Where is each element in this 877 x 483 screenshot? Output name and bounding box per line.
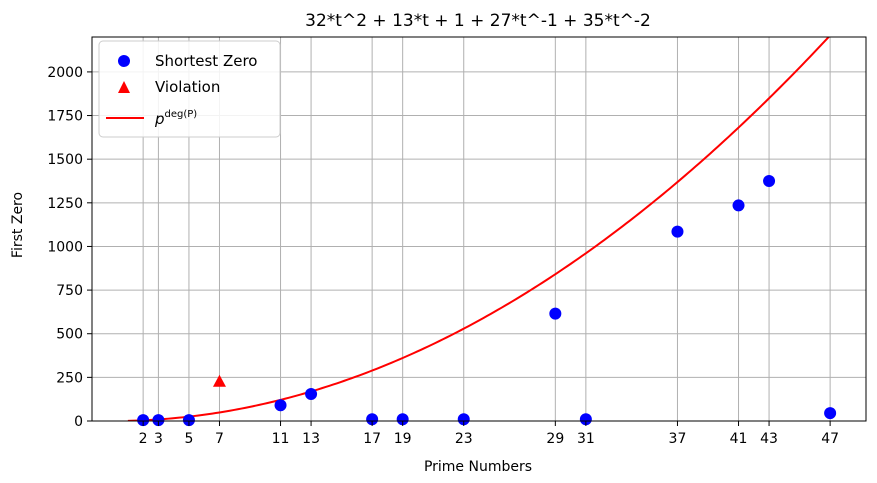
shortest-zero-point	[182, 414, 195, 427]
shortest-zero-point	[579, 413, 592, 426]
x-tick-label: 43	[760, 431, 778, 447]
y-tick-label: 2000	[47, 65, 83, 81]
y-tick-label: 1000	[47, 239, 83, 255]
shortest-zero-point	[152, 414, 165, 427]
y-tick-label: 1500	[47, 152, 83, 168]
shortest-zero-point	[763, 175, 776, 187]
violation-point	[212, 374, 226, 387]
shortest-zero-point	[824, 407, 837, 420]
curve-layer	[127, 37, 831, 421]
shortest-zero-point	[396, 413, 409, 426]
shortest-zero-point	[671, 225, 684, 238]
legend: Shortest Zero Violation pdeg(P)	[98, 40, 281, 138]
legend-label-curve-base: p	[154, 110, 165, 128]
shortest-zero-point	[457, 413, 470, 426]
shortest-zero-point	[732, 199, 745, 212]
x-axis-label: Prime Numbers	[424, 459, 532, 475]
y-tick-label: 750	[56, 283, 83, 299]
legend-label-violation: Violation	[155, 78, 220, 96]
x-tick-label: 41	[730, 431, 748, 447]
x-tick-label: 29	[546, 431, 564, 447]
legend-label-curve: pdeg(P)	[154, 109, 197, 128]
x-tick-label: 37	[669, 431, 687, 447]
x-tick-label: 47	[821, 431, 839, 447]
legend-marker-shortest-zero	[118, 55, 130, 67]
legend-label-curve-superscript: deg(P)	[165, 109, 198, 120]
legend-marker-violation	[118, 81, 130, 93]
x-tick-label: 3	[154, 431, 163, 447]
x-tick-label: 2	[139, 431, 148, 447]
y-tick-label: 1250	[47, 196, 83, 212]
curve-line	[127, 37, 831, 421]
plot-frame	[91, 36, 867, 422]
legend-label-shortest-zero: Shortest Zero	[155, 52, 257, 70]
x-axis: 2 3 5 7 11 13 17 19 23 29 31 37 41 43 47	[139, 421, 839, 447]
x-tick-label: 31	[577, 431, 595, 447]
y-axis: 0 250 500 750 1000 1250 1500 1750 2000	[47, 65, 92, 430]
x-tick-label: 5	[184, 431, 193, 447]
grid	[92, 37, 866, 422]
x-tick-label: 7	[215, 431, 224, 447]
shortest-zero-point	[549, 307, 562, 320]
y-tick-label: 250	[56, 370, 83, 386]
points-layer	[137, 175, 837, 427]
chart-title: 32*t^2 + 13*t + 1 + 27*t^-1 + 35*t^-2	[305, 11, 651, 31]
shortest-zero-point	[305, 387, 318, 400]
x-tick-label: 19	[394, 431, 412, 447]
y-tick-label: 0	[74, 414, 83, 430]
x-tick-label: 17	[363, 431, 381, 447]
y-axis-label: First Zero	[10, 192, 26, 258]
y-tick-label: 1750	[47, 109, 83, 125]
legend-box	[98, 40, 281, 138]
shortest-zero-point	[137, 414, 150, 427]
shortest-zero-point	[366, 413, 379, 426]
shortest-zero-point	[274, 399, 287, 412]
x-tick-label: 23	[455, 431, 473, 447]
y-tick-label: 500	[56, 327, 83, 343]
x-tick-label: 11	[272, 431, 290, 447]
x-tick-label: 13	[302, 431, 320, 447]
